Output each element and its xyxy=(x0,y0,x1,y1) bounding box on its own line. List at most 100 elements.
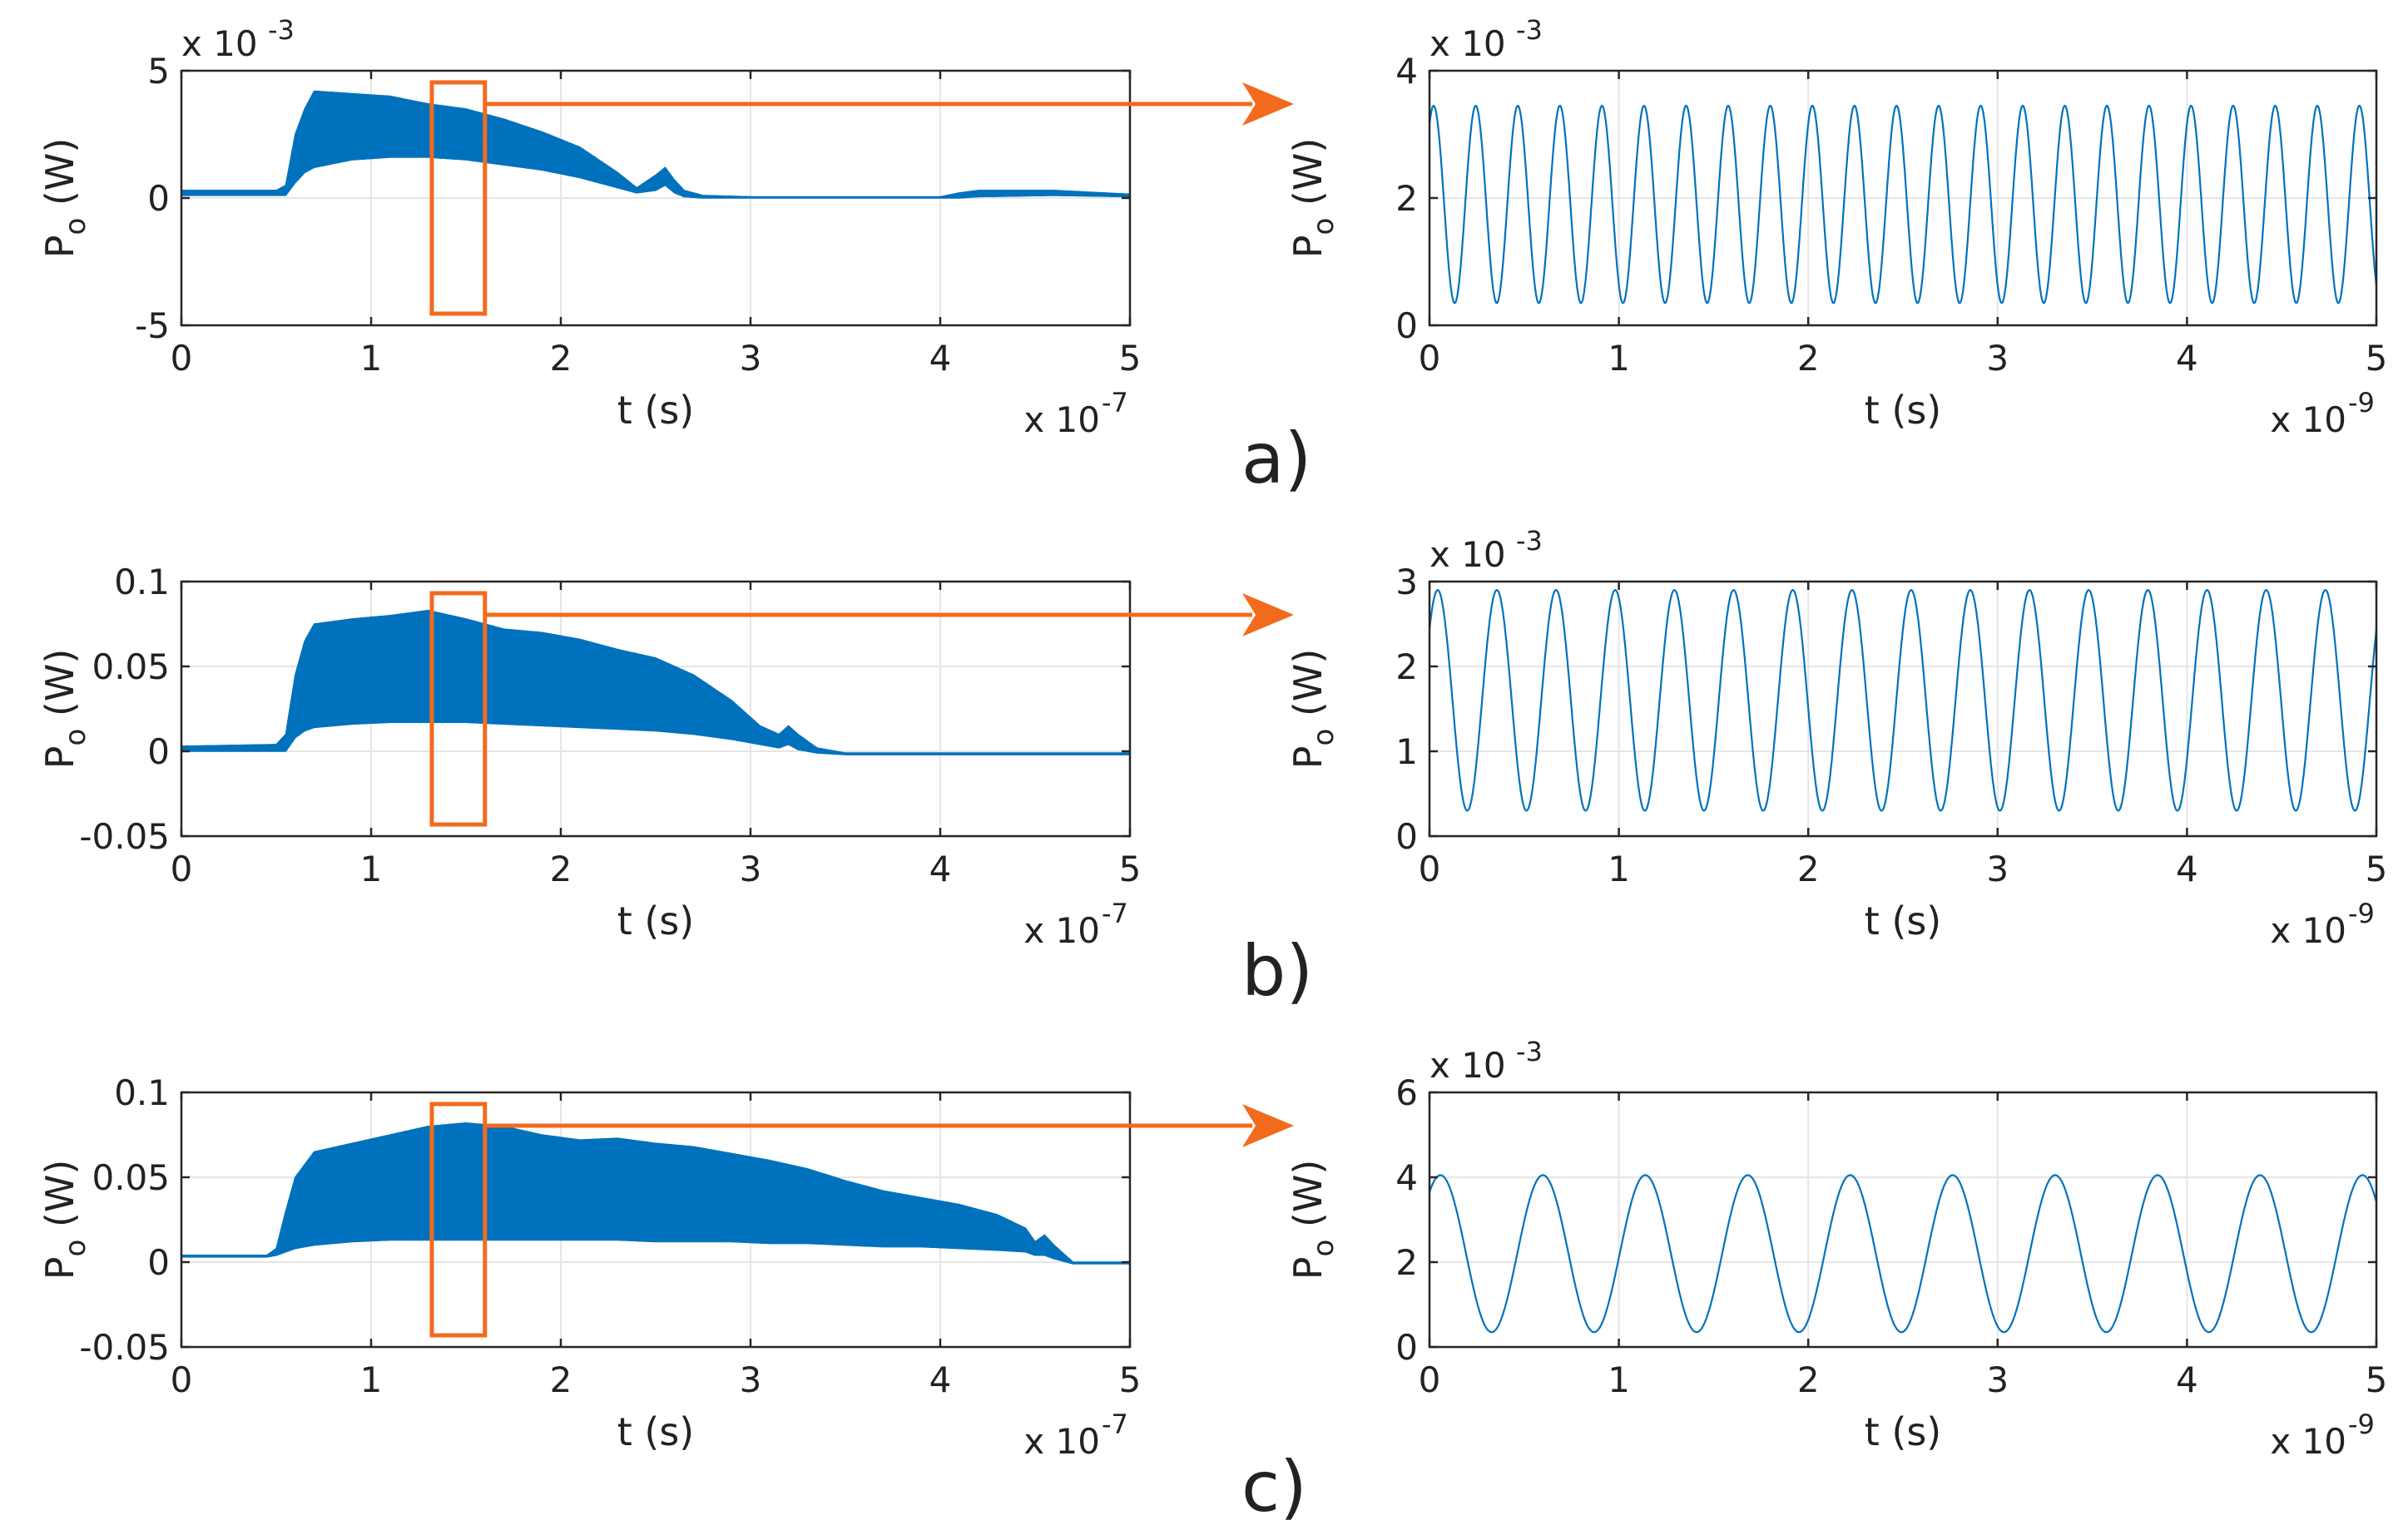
x-tick-label: 2 xyxy=(1797,849,1820,889)
x-tick-label: 2 xyxy=(1797,1359,1820,1400)
y-axis-label: Po (W) xyxy=(37,138,92,259)
x-tick-label: 5 xyxy=(1119,1359,1142,1400)
x-tick-label: 0 xyxy=(1419,1359,1441,1400)
y-tick-label: 6 xyxy=(1395,1072,1418,1113)
x-tick-label: 3 xyxy=(740,1359,762,1400)
y-tick-label: 0 xyxy=(1395,1327,1418,1368)
x-axis-label: t (s) xyxy=(617,899,695,943)
x-tick-label: 2 xyxy=(1797,338,1820,379)
x-tick-label: 0 xyxy=(1419,338,1441,379)
axes-box xyxy=(1428,1091,2378,1349)
x-tick-label: 5 xyxy=(1119,338,1142,379)
y-multiplier-exponent: -3 xyxy=(1516,1036,1543,1067)
y-multiplier: x 10 xyxy=(1429,1045,1506,1086)
x-tick-label: 4 xyxy=(929,338,952,379)
x-tick-label: 1 xyxy=(360,849,383,889)
axes-box xyxy=(180,1091,1132,1349)
zoom-arrow-head xyxy=(1242,593,1294,636)
zoom-window-box xyxy=(429,1102,488,1338)
x-tick-label: 0 xyxy=(171,1359,193,1400)
axes-box xyxy=(1428,580,2378,838)
x-tick-label: 5 xyxy=(2366,849,2388,889)
y-tick-label: 0 xyxy=(1395,305,1418,346)
x-multiplier-exponent: -7 xyxy=(1102,387,1128,418)
x-multiplier-exponent: -9 xyxy=(2348,898,2375,929)
x-multiplier: x 10 xyxy=(2270,399,2346,440)
signal-envelope xyxy=(181,609,1130,755)
y-tick-label: -0.05 xyxy=(79,1327,170,1368)
panel-label-b: b) xyxy=(1241,930,1313,1012)
x-tick-label: 4 xyxy=(929,849,952,889)
zoom-arrow-head xyxy=(1242,82,1294,126)
x-tick-label: 1 xyxy=(1608,849,1630,889)
x-multiplier-exponent: -7 xyxy=(1102,1409,1128,1440)
panel-label-c: c) xyxy=(1241,1446,1307,1528)
y-tick-label: 2 xyxy=(1395,1242,1418,1283)
x-multiplier: x 10 xyxy=(1023,399,1100,440)
x-tick-label: 4 xyxy=(2176,1359,2198,1400)
x-axis-label: t (s) xyxy=(617,388,695,433)
x-multiplier: x 10 xyxy=(2270,1421,2346,1462)
x-tick-label: 3 xyxy=(1986,1359,2009,1400)
x-tick-label: 3 xyxy=(1986,338,2009,379)
signal-trace xyxy=(181,126,1130,199)
y-tick-label: 2 xyxy=(1395,646,1418,687)
x-multiplier-exponent: -9 xyxy=(2348,1409,2375,1440)
y-multiplier: x 10 xyxy=(181,23,258,64)
y-tick-label: 5 xyxy=(147,51,170,92)
x-multiplier-exponent: -7 xyxy=(1102,898,1128,929)
y-tick-label: -5 xyxy=(135,305,170,346)
y-tick-label: 2 xyxy=(1395,178,1418,219)
y-tick-label: 3 xyxy=(1395,562,1418,602)
y-tick-label: 0.1 xyxy=(114,1072,170,1113)
zoom-arrow-head xyxy=(1242,1104,1294,1147)
y-tick-label: 0.05 xyxy=(92,646,170,687)
panel-label-a: a) xyxy=(1241,418,1311,499)
y-multiplier-exponent: -3 xyxy=(1516,14,1543,46)
y-tick-label: 4 xyxy=(1395,1157,1418,1198)
signal-trace xyxy=(181,1181,1130,1264)
x-tick-label: 5 xyxy=(2366,1359,2388,1400)
x-tick-label: 3 xyxy=(1986,849,2009,889)
x-multiplier: x 10 xyxy=(1023,1421,1100,1462)
x-tick-label: 5 xyxy=(2366,338,2388,379)
y-multiplier: x 10 xyxy=(1429,534,1506,575)
x-tick-label: 2 xyxy=(550,1359,572,1400)
x-multiplier: x 10 xyxy=(1023,910,1100,951)
x-tick-label: 3 xyxy=(740,849,762,889)
signal-line xyxy=(1429,1174,2376,1334)
x-tick-label: 5 xyxy=(1119,849,1142,889)
x-tick-label: 4 xyxy=(2176,849,2198,889)
signal-trace xyxy=(181,665,1130,755)
x-multiplier-exponent: -9 xyxy=(2348,387,2375,418)
x-tick-label: 1 xyxy=(1608,338,1630,379)
x-tick-label: 4 xyxy=(929,1359,952,1400)
y-tick-label: 0 xyxy=(147,731,170,772)
x-axis-label: t (s) xyxy=(617,1409,695,1454)
x-tick-label: 1 xyxy=(1608,1359,1630,1400)
y-axis-label: Po (W) xyxy=(1286,649,1340,770)
x-tick-label: 2 xyxy=(550,849,572,889)
signal-line xyxy=(1429,589,2376,812)
y-tick-label: 1 xyxy=(1395,731,1418,772)
y-multiplier-exponent: -3 xyxy=(1516,525,1543,557)
y-axis-label: Po (W) xyxy=(37,1160,92,1280)
y-multiplier: x 10 xyxy=(1429,23,1506,64)
y-axis-label: Po (W) xyxy=(1286,138,1340,259)
y-tick-label: -0.05 xyxy=(79,816,170,857)
x-axis-label: t (s) xyxy=(1865,388,1942,433)
y-tick-label: 0.05 xyxy=(92,1157,170,1198)
x-axis-label: t (s) xyxy=(1865,899,1942,943)
x-multiplier: x 10 xyxy=(2270,910,2346,951)
y-axis-label: Po (W) xyxy=(1286,1160,1340,1280)
y-tick-label: 0.1 xyxy=(114,562,170,602)
x-tick-label: 4 xyxy=(2176,338,2198,379)
signal-envelope xyxy=(181,90,1130,199)
y-axis-label: Po (W) xyxy=(37,649,92,770)
x-tick-label: 0 xyxy=(171,849,193,889)
x-tick-label: 3 xyxy=(740,338,762,379)
